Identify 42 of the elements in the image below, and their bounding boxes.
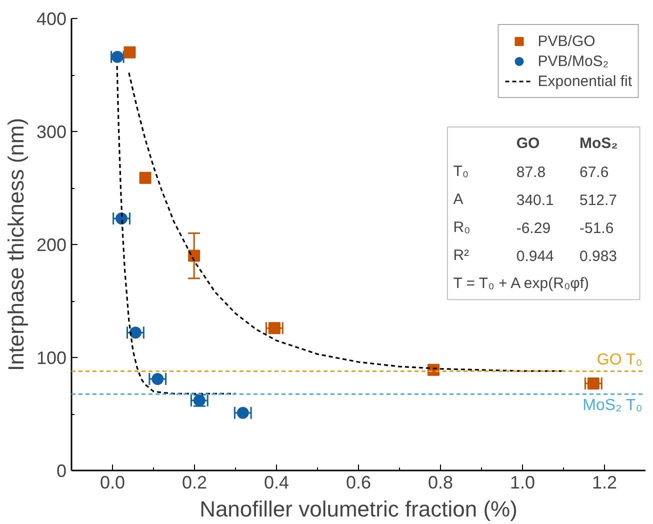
y-tick-label: 200 bbox=[36, 235, 67, 255]
x-tick-label: 0.8 bbox=[428, 472, 454, 492]
annotation: MoS₂ bbox=[579, 134, 618, 152]
annotation: 340.1 bbox=[516, 192, 554, 209]
y-tick-label: 400 bbox=[36, 9, 67, 29]
legend-label: PVB/GO bbox=[538, 32, 596, 50]
line-series bbox=[116, 65, 236, 394]
x-tick-label: 0.2 bbox=[182, 472, 208, 492]
annotation: 0.944 bbox=[516, 248, 554, 265]
point bbox=[236, 406, 249, 419]
annotation: R² bbox=[453, 246, 470, 264]
annotation: 512.7 bbox=[579, 192, 618, 209]
annotation: 87.8 bbox=[516, 164, 546, 181]
annotation: T₀ bbox=[453, 162, 469, 180]
x-tick-label: 0.0 bbox=[100, 472, 126, 492]
legend-label: Exponential fit bbox=[538, 72, 632, 90]
point bbox=[587, 377, 600, 390]
point bbox=[139, 172, 152, 184]
x-tick-label: 0.4 bbox=[264, 472, 290, 492]
y-tick-label: 100 bbox=[36, 348, 67, 368]
y-tick-label: 0 bbox=[56, 461, 67, 481]
y-axis-title: Interphase thickness (nm) bbox=[3, 118, 28, 372]
point bbox=[152, 372, 164, 385]
point bbox=[124, 46, 136, 58]
x-tick-label: 1.0 bbox=[510, 472, 536, 492]
x-axis-title: Nanofiller volumetric fraction (%) bbox=[200, 496, 518, 522]
point bbox=[129, 326, 142, 339]
annotation: 0.983 bbox=[579, 248, 618, 265]
annotation: A bbox=[453, 190, 464, 208]
ref-line-label: GO T₀ bbox=[596, 351, 642, 368]
annotation: GO bbox=[516, 134, 540, 152]
y-tick-label: 300 bbox=[36, 122, 67, 142]
annotation: -51.6 bbox=[579, 220, 614, 237]
ref-line-label: MoS₂ T₀ bbox=[582, 397, 642, 414]
annotation: T = T₀ + A exp(R₀φf) bbox=[453, 274, 590, 292]
x-tick-label: 0.6 bbox=[346, 472, 372, 492]
annotation: -6.29 bbox=[516, 220, 551, 237]
x-tick-label: 1.2 bbox=[592, 472, 618, 492]
annotation: 67.6 bbox=[579, 164, 609, 181]
legend-label: PVB/MoS₂ bbox=[538, 52, 609, 70]
point bbox=[268, 322, 280, 334]
annotation: R₀ bbox=[453, 218, 470, 236]
